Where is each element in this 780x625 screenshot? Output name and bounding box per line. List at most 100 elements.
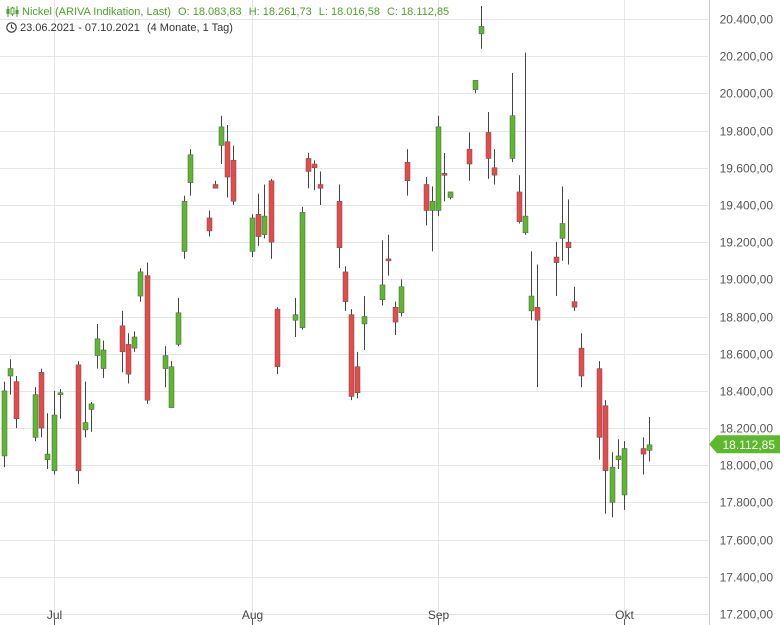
date-tick-label: Aug bbox=[242, 608, 263, 622]
candle-body bbox=[348, 314, 355, 397]
candle-body bbox=[137, 271, 144, 297]
candle-up bbox=[131, 331, 138, 352]
price-tick-label: 17.400,00 bbox=[720, 571, 774, 585]
candle-up bbox=[187, 149, 194, 196]
candle-down bbox=[75, 361, 82, 484]
candle-body bbox=[218, 126, 225, 146]
candle-up bbox=[435, 115, 442, 217]
candle-body bbox=[435, 126, 442, 211]
candle-up bbox=[615, 439, 622, 469]
candle-body bbox=[162, 355, 169, 369]
candle-body bbox=[385, 258, 392, 262]
candle-up bbox=[261, 184, 268, 239]
candle-up bbox=[292, 297, 299, 337]
candle-down bbox=[13, 376, 20, 429]
candle-up bbox=[522, 52, 529, 235]
candle-up bbox=[100, 340, 107, 378]
candle-up bbox=[57, 389, 64, 419]
candle-body bbox=[131, 336, 138, 349]
candle-body bbox=[609, 466, 616, 503]
grid-lines bbox=[0, 0, 708, 625]
candle-down bbox=[354, 351, 361, 399]
candle-down bbox=[336, 184, 343, 269]
candle-up bbox=[1, 381, 8, 468]
candle-down bbox=[423, 177, 430, 226]
candle-body bbox=[516, 191, 523, 222]
candle-body bbox=[615, 455, 622, 460]
price-tick-label: 17.600,00 bbox=[720, 534, 774, 548]
candle-up bbox=[175, 297, 182, 347]
candle-up bbox=[429, 186, 436, 252]
candle-down bbox=[342, 266, 349, 311]
candle-down bbox=[596, 361, 603, 460]
price-tick-label: 19.800,00 bbox=[720, 125, 774, 139]
candle-body bbox=[100, 349, 107, 369]
candle-up bbox=[88, 402, 95, 432]
price-tick-label: 18.600,00 bbox=[720, 348, 774, 362]
candle-down bbox=[274, 307, 281, 375]
candle-body bbox=[144, 275, 151, 401]
candle-body bbox=[224, 141, 231, 178]
candle-body bbox=[13, 381, 20, 420]
candle-body bbox=[336, 200, 343, 248]
candle-body bbox=[1, 390, 8, 457]
date-tick-label: Okt bbox=[615, 608, 634, 622]
candle-body bbox=[565, 241, 572, 248]
candle-down bbox=[534, 264, 541, 388]
price-tick-label: 17.200,00 bbox=[720, 608, 774, 622]
candle-body bbox=[447, 191, 454, 198]
candle-body bbox=[522, 215, 529, 234]
candle-body bbox=[317, 184, 324, 189]
candle-body bbox=[305, 158, 312, 172]
candle-up bbox=[398, 279, 405, 317]
candle-body bbox=[212, 184, 219, 189]
last-price-badge bbox=[709, 435, 780, 454]
candle-up bbox=[51, 390, 58, 475]
candle-body bbox=[354, 366, 361, 393]
candle-body bbox=[528, 295, 535, 312]
candle-down bbox=[516, 175, 523, 224]
candle-body bbox=[57, 392, 64, 395]
candle-down bbox=[305, 152, 312, 189]
candle-body bbox=[559, 223, 566, 239]
candle-body bbox=[621, 448, 628, 496]
price-tick-label: 20.000,00 bbox=[720, 87, 774, 101]
candle-body bbox=[491, 167, 498, 176]
candle-down bbox=[491, 149, 498, 185]
date-axis: Jul Aug Sep Okt bbox=[47, 608, 634, 625]
price-tick-label: 19.000,00 bbox=[720, 273, 774, 287]
candle-down bbox=[268, 178, 275, 259]
candle-down bbox=[311, 160, 318, 191]
candle-down bbox=[441, 152, 448, 202]
candle-body bbox=[534, 306, 541, 321]
open-value: O: 18.083,83 bbox=[178, 6, 242, 18]
candle-body bbox=[596, 368, 603, 438]
candle-body bbox=[274, 308, 281, 367]
candle-body bbox=[404, 161, 411, 182]
candle-down bbox=[206, 210, 213, 237]
candle-down bbox=[224, 124, 231, 198]
candle-up bbox=[528, 251, 535, 321]
candle-body bbox=[509, 115, 516, 159]
candle-body bbox=[206, 217, 213, 232]
candle-body bbox=[472, 80, 479, 90]
candle-body bbox=[230, 160, 237, 202]
candle-body bbox=[342, 271, 349, 302]
candle-up bbox=[94, 323, 101, 369]
candle-body bbox=[175, 312, 182, 345]
candlestick-icon bbox=[6, 6, 19, 17]
candle-up bbox=[609, 452, 616, 518]
candle-body bbox=[181, 200, 188, 252]
candle-body bbox=[125, 344, 132, 375]
price-tick-label: 20.200,00 bbox=[720, 50, 774, 64]
candle-down bbox=[212, 180, 219, 189]
close-value: C: 18.112,85 bbox=[387, 6, 450, 18]
candle-up bbox=[249, 214, 256, 257]
price-tick-label: 18.000,00 bbox=[720, 459, 774, 473]
candle-body bbox=[646, 444, 653, 451]
candle-body bbox=[299, 212, 306, 328]
candle-body bbox=[38, 372, 45, 429]
candle-body bbox=[168, 366, 175, 408]
candle-body bbox=[602, 405, 609, 472]
